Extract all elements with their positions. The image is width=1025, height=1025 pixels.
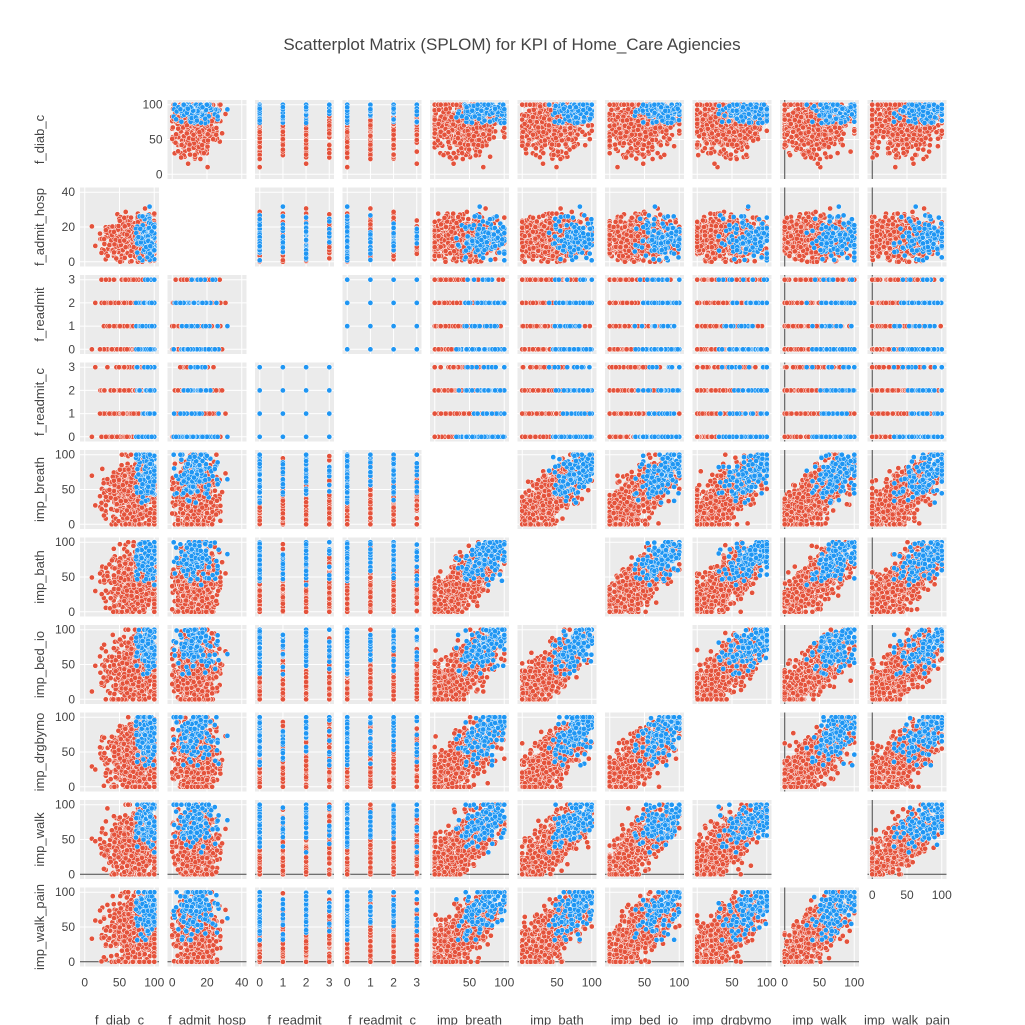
data-point: [214, 125, 219, 130]
data-point: [185, 106, 190, 111]
data-point: [215, 114, 220, 119]
data-point: [225, 107, 230, 112]
data-point: [194, 118, 199, 123]
splom-cells: 050100f_diab_c02040f_admit_hosp0123f_rea…: [32, 98, 952, 1025]
data-point: [187, 152, 192, 157]
data-point: [179, 119, 184, 124]
data-point: [178, 107, 183, 112]
data-point: [174, 132, 179, 137]
data-point: [205, 165, 210, 170]
data-point: [192, 152, 197, 157]
splom-cell-0-2: [255, 100, 334, 179]
data-point: [181, 102, 186, 107]
chart-title: Scatterplot Matrix (SPLOM) for KPI of Ho…: [283, 35, 740, 54]
data-point: [191, 132, 196, 137]
data-point: [198, 156, 203, 161]
data-point: [174, 117, 179, 122]
data-point: [179, 142, 184, 147]
data-point: [197, 130, 202, 135]
data-point: [200, 143, 205, 148]
data-point: [205, 132, 210, 137]
data-point: [203, 116, 208, 121]
data-point: [186, 147, 191, 152]
data-point: [176, 126, 181, 131]
data-point: [170, 136, 175, 141]
data-point: [218, 102, 223, 107]
data-point: [187, 142, 192, 147]
data-point: [201, 151, 206, 156]
data-point: [186, 161, 191, 166]
data-point: [220, 131, 225, 136]
data-point: [214, 132, 219, 137]
splom-cell-0-1: [168, 100, 247, 179]
data-point: [170, 125, 175, 130]
data-point: [179, 155, 184, 160]
data-point: [200, 105, 205, 110]
data-point: [205, 138, 210, 143]
data-point: [176, 149, 181, 154]
data-point: [184, 131, 189, 136]
